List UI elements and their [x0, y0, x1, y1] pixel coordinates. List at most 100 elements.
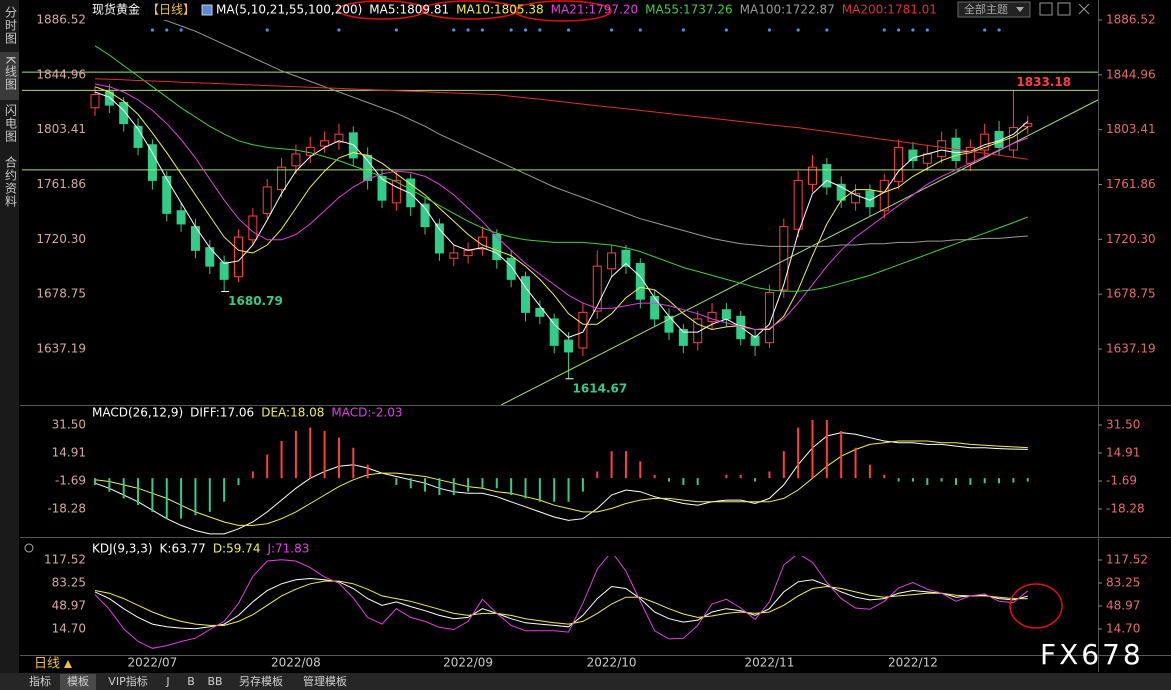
sidebar-tab[interactable]: 闪电图 — [4, 104, 18, 143]
x-tick-label: 2022/12 — [888, 656, 938, 670]
tab[interactable]: 管理模板 — [303, 674, 347, 688]
high-label: 1833.18 — [1016, 75, 1071, 89]
period-label: 【日线】 — [147, 3, 195, 17]
y-tick-label: 1886.52 — [1106, 13, 1156, 27]
low-label: 1680.79 — [228, 294, 283, 308]
candle-body — [922, 153, 932, 164]
y-tick-label: 31.50 — [1106, 417, 1140, 431]
tab[interactable]: VIP指标 — [108, 674, 147, 688]
candle-body — [506, 257, 516, 280]
y-tick-label: 14.91 — [1106, 445, 1140, 459]
signal-dot — [882, 28, 886, 32]
candle-body — [420, 203, 430, 228]
candle-body — [305, 146, 315, 156]
candle-body — [176, 210, 186, 225]
x-tick-label: 2022/10 — [587, 656, 637, 670]
y-tick-label: 1637.19 — [1106, 342, 1156, 356]
legend-entry: MACD:-2.03 — [331, 406, 402, 420]
theme-button-label[interactable]: 全部主题 — [964, 2, 1008, 16]
series-line — [94, 45, 1028, 292]
series-line — [94, 86, 1029, 331]
y-tick-label-left: 1678.75 — [36, 287, 86, 301]
x-tick-label: 2022/07 — [127, 656, 177, 670]
y-tick-label: 83.25 — [1106, 575, 1140, 589]
signal-dot — [767, 28, 772, 32]
window-icon[interactable] — [1057, 2, 1071, 16]
x-tick-label: 2022/09 — [443, 656, 493, 670]
x-tick-label: 2022/08 — [271, 656, 321, 670]
candle-body — [678, 329, 688, 346]
candle-body — [707, 311, 717, 323]
y-tick-label-left: 1803.41 — [36, 122, 86, 136]
theme-button[interactable] — [957, 1, 1031, 18]
legend-entry: DIFF:17.06 — [190, 406, 254, 420]
signal-dot — [480, 28, 485, 32]
signal-dot — [638, 28, 642, 32]
signal-dot — [925, 28, 929, 32]
candle-body — [621, 249, 631, 267]
y-tick-label-left: -18.28 — [47, 502, 86, 516]
y-tick-label-left: 1844.96 — [36, 67, 86, 81]
sidebar-tab[interactable]: 合约资料 — [4, 155, 18, 208]
dropdown-arrow — [1016, 7, 1024, 12]
candle-body — [147, 144, 157, 181]
sidebar-tab[interactable]: K线图 — [4, 56, 18, 91]
panel-icon[interactable] — [24, 543, 34, 553]
tab[interactable]: 指标 — [29, 674, 51, 688]
legend-entry: D:59.74 — [213, 542, 261, 556]
candle-body — [234, 236, 243, 278]
series-line — [94, 83, 1028, 331]
signal-dot — [265, 28, 269, 32]
tab[interactable]: BB — [207, 675, 222, 688]
y-tick-label: 48.97 — [1106, 598, 1140, 612]
candle-body — [334, 133, 344, 143]
signal-dot — [983, 28, 987, 32]
close-icon[interactable] — [1078, 3, 1090, 15]
tab[interactable]: J — [165, 675, 169, 688]
legend-entry: J:71.83 — [266, 542, 309, 556]
candle-body — [635, 263, 645, 300]
candle-body — [851, 193, 861, 204]
kdj-plot — [94, 556, 1029, 649]
tab[interactable]: 另存模板 — [239, 674, 283, 688]
panel-title: 现货黄金 — [92, 2, 140, 17]
sidebar — [0, 0, 19, 673]
candle-body — [320, 140, 330, 147]
sidebar-tab[interactable]: 分时图 — [4, 6, 18, 45]
candle-body — [406, 178, 416, 208]
low-label: 1614.67 — [573, 381, 628, 395]
legend-entry: MA100:1722.87 — [740, 3, 835, 17]
y-tick-label-left: 31.50 — [52, 417, 86, 431]
candle-body — [793, 179, 803, 230]
signal-dot — [523, 28, 528, 32]
signal-dot — [165, 28, 169, 32]
candle-body — [564, 339, 574, 353]
panel-title: MACD(26,12,9) — [92, 406, 183, 420]
y-tick-label-left: 14.70 — [52, 621, 86, 635]
y-tick-label: 1803.41 — [1106, 122, 1156, 136]
y-tick-label: 1844.96 — [1106, 67, 1156, 81]
candle-body — [908, 149, 918, 162]
signal-dot — [610, 28, 614, 32]
candle-body — [693, 318, 703, 344]
candle-body — [1008, 127, 1018, 151]
y-tick-label: 1678.75 — [1106, 287, 1156, 301]
series-line — [94, 78, 1028, 160]
candle-body — [980, 133, 990, 151]
series-line — [94, 580, 1028, 626]
period-arrow — [64, 660, 72, 668]
candle-body — [363, 154, 373, 181]
watermark: FX678 — [1040, 638, 1144, 671]
y-tick-label-left: 48.97 — [52, 598, 86, 612]
tab[interactable]: 模板 — [67, 674, 89, 688]
candle-body — [822, 164, 832, 188]
tab[interactable]: B — [187, 675, 195, 688]
window-icon[interactable] — [1039, 2, 1053, 16]
y-tick-label: 1761.86 — [1106, 177, 1156, 191]
period-button[interactable]: 日线 — [34, 657, 60, 672]
signal-dot — [825, 28, 829, 32]
candle-body — [549, 318, 559, 346]
y-tick-label-left: 1886.52 — [36, 13, 86, 27]
candle-body — [779, 226, 789, 291]
